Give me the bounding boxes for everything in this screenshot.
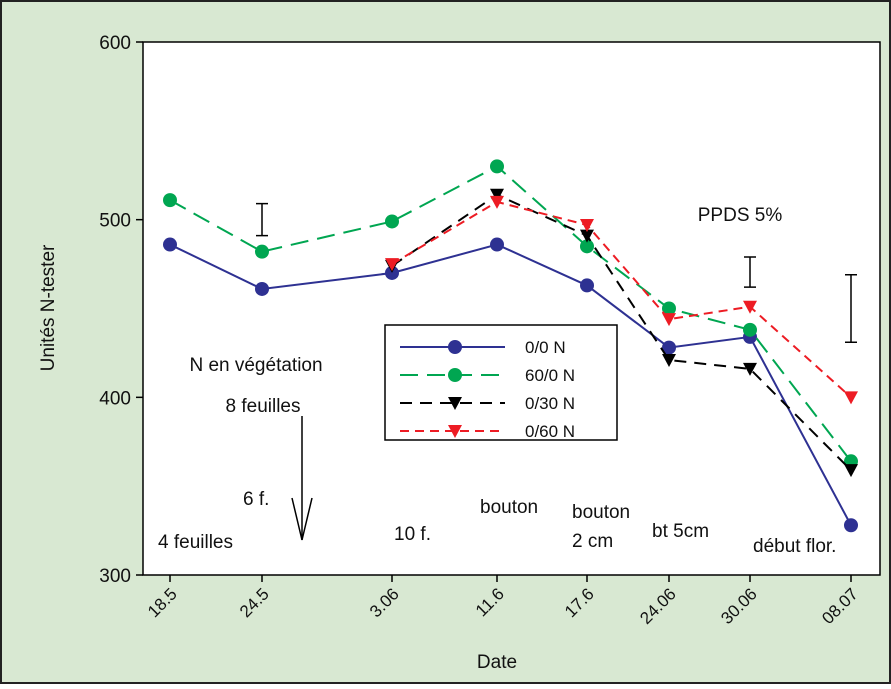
error-bar (256, 202, 268, 237)
marker (844, 391, 858, 405)
marker (662, 354, 676, 368)
error-bar (845, 273, 857, 344)
plot-area (142, 41, 881, 576)
marker (490, 195, 504, 209)
legend-marker (448, 397, 462, 410)
annotation: bouton (480, 497, 538, 518)
annotation: 10 f. (394, 524, 431, 545)
marker (580, 218, 594, 232)
marker (385, 258, 399, 272)
marker (385, 214, 399, 229)
arrow (291, 416, 313, 541)
annotation: 4 feuilles (158, 532, 233, 553)
legend-label: 0/30 N (525, 394, 575, 413)
marker (255, 281, 269, 296)
marker (662, 301, 676, 316)
marker (580, 278, 594, 293)
error-bar (744, 256, 756, 288)
legend (384, 324, 618, 441)
legend-marker (448, 425, 462, 438)
legend-marker (448, 340, 462, 354)
marker (844, 464, 858, 478)
marker (844, 518, 858, 533)
series-line (391, 200, 852, 399)
legend-label: 0/0 N (525, 338, 566, 357)
error-label: PPDS 5% (698, 205, 783, 226)
series-line (169, 243, 852, 526)
legend-label: 60/0 N (525, 366, 575, 385)
annotation: 8 feuilles (226, 396, 301, 417)
y-tick-label: 400 (99, 388, 131, 409)
marker (743, 300, 757, 314)
legend-marker (448, 368, 462, 382)
annotation: 6 f. (243, 489, 269, 510)
annotation: N en végétation (189, 355, 322, 376)
marker (385, 265, 399, 280)
series-line (169, 165, 852, 462)
annotation: bouton (572, 502, 630, 523)
annotation: 2 cm (572, 531, 613, 552)
annotation: bt 5cm (652, 521, 709, 542)
marker (743, 322, 757, 337)
x-axis-label: Date (477, 652, 517, 673)
marker (490, 237, 504, 252)
marker (743, 362, 757, 376)
marker (255, 244, 269, 259)
marker (163, 237, 177, 252)
marker (490, 159, 504, 174)
marker (662, 340, 676, 355)
y-tick-label: 500 (99, 211, 131, 232)
marker (490, 188, 504, 202)
annotation: début flor. (753, 536, 836, 557)
marker (580, 239, 594, 254)
marker (580, 229, 594, 243)
marker (163, 193, 177, 208)
marker (662, 313, 676, 327)
legend-label: 0/60 N (525, 422, 575, 441)
y-axis-label: Unités N-tester (38, 244, 59, 371)
series-line (391, 193, 852, 471)
y-tick-label: 300 (99, 566, 131, 587)
y-tick-label: 600 (99, 33, 131, 54)
